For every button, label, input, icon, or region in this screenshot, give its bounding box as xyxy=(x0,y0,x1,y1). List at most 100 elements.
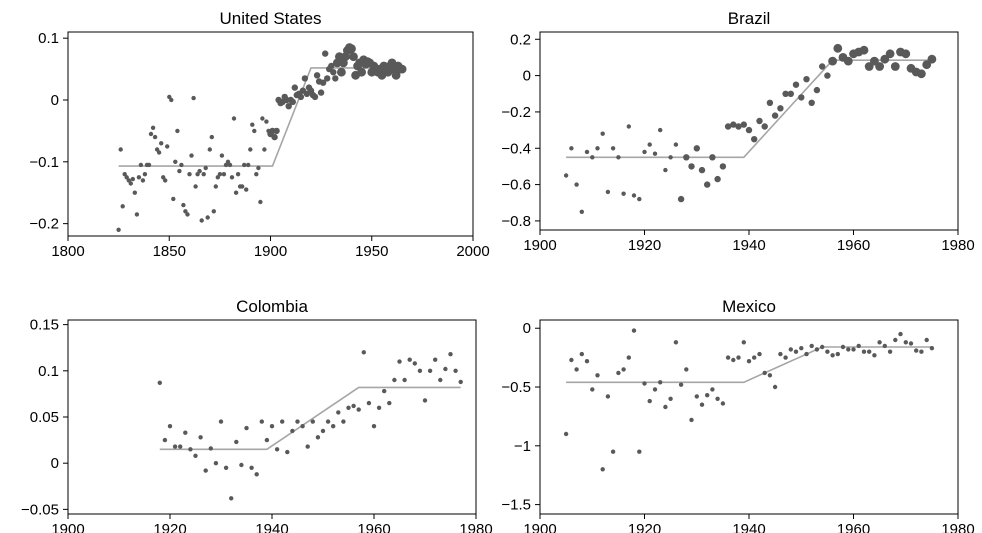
data-point xyxy=(285,449,290,455)
data-point xyxy=(448,352,453,357)
data-point xyxy=(248,147,253,152)
data-point xyxy=(652,151,658,156)
y-tick-label: −0.6 xyxy=(501,177,531,194)
data-point xyxy=(167,424,173,429)
data-point xyxy=(185,212,190,217)
data-point xyxy=(148,131,154,137)
y-tick-label: −0.2 xyxy=(29,216,59,233)
data-point xyxy=(610,146,616,151)
data-point xyxy=(746,359,752,364)
data-point xyxy=(579,209,584,214)
data-point xyxy=(146,162,152,168)
data-point xyxy=(264,119,269,124)
data-point xyxy=(777,105,784,112)
data-point xyxy=(242,162,247,168)
y-tick-label: −1.5 xyxy=(501,497,531,514)
data-point xyxy=(799,346,804,351)
data-point xyxy=(290,428,295,434)
data-point xyxy=(305,444,310,449)
panel-brazil: Brazil 1900 1920 1940 1960 1980 0.2 0 −0.2 −0.4 −0… xyxy=(501,9,974,254)
data-point xyxy=(677,195,685,203)
data-point xyxy=(407,357,412,362)
data-point xyxy=(595,146,600,151)
x-tick-label: 1900 xyxy=(523,521,556,533)
data-point xyxy=(694,394,699,399)
data-point xyxy=(600,467,605,472)
panel-united-states: United States 1800 1850 1900 1950 2000 0.1 0 −0.… xyxy=(29,9,489,260)
x-tick-label: 1800 xyxy=(51,243,84,260)
x-tick-label: 1850 xyxy=(153,243,186,260)
data-point xyxy=(199,218,204,223)
data-point xyxy=(332,75,339,82)
data-point xyxy=(191,95,196,101)
data-point xyxy=(136,175,142,180)
data-point xyxy=(262,147,267,152)
chart-title: Brazil xyxy=(728,9,771,28)
data-point xyxy=(569,146,574,151)
data-point xyxy=(820,344,825,350)
data-point xyxy=(783,355,788,360)
data-point xyxy=(828,56,837,66)
data-point xyxy=(351,403,356,409)
data-point xyxy=(875,62,884,71)
data-point xyxy=(668,155,673,160)
data-point xyxy=(887,349,893,354)
data-point xyxy=(736,355,741,360)
data-point xyxy=(256,165,261,171)
data-point xyxy=(929,346,935,351)
data-point xyxy=(229,496,234,501)
data-point xyxy=(240,184,245,189)
data-point xyxy=(313,72,321,79)
plot-frame xyxy=(67,319,477,515)
data-point xyxy=(563,431,569,437)
data-point xyxy=(658,127,663,133)
data-point xyxy=(730,121,737,128)
data-point xyxy=(371,424,377,429)
data-point xyxy=(663,404,668,410)
data-point xyxy=(787,90,794,98)
data-point xyxy=(453,368,458,373)
data-point xyxy=(756,117,763,125)
data-point xyxy=(132,190,137,195)
data-point xyxy=(903,340,908,345)
data-point xyxy=(349,52,358,62)
data-point xyxy=(745,126,753,134)
data-point xyxy=(239,462,244,468)
x-tick-label: 1950 xyxy=(355,243,388,260)
data-point xyxy=(118,147,123,152)
data-point xyxy=(328,62,335,70)
data-point xyxy=(366,400,372,406)
data-point xyxy=(258,199,263,205)
data-point xyxy=(218,419,224,424)
data-point xyxy=(590,387,595,392)
x-tick-label: 1900 xyxy=(254,243,287,260)
y-tick-label: 0 xyxy=(523,68,531,85)
data-point xyxy=(647,398,652,404)
data-point xyxy=(193,184,198,189)
data-point xyxy=(361,350,366,355)
x-tick-label: 1940 xyxy=(255,521,288,533)
data-point xyxy=(741,340,746,345)
data-point xyxy=(673,142,679,147)
data-point xyxy=(590,155,595,160)
data-point xyxy=(605,189,611,195)
data-point xyxy=(584,149,590,155)
data-point xyxy=(165,144,170,149)
data-point xyxy=(392,377,397,383)
data-point xyxy=(824,72,831,79)
data-point xyxy=(156,150,162,155)
data-point xyxy=(215,175,220,180)
data-point xyxy=(631,193,637,198)
data-point xyxy=(778,351,783,357)
chart-title: Colombia xyxy=(236,297,308,316)
data-point xyxy=(880,54,890,64)
data-point xyxy=(835,351,840,357)
data-point xyxy=(626,124,631,129)
data-point xyxy=(130,176,135,182)
data-point xyxy=(882,343,887,349)
data-point xyxy=(177,168,182,174)
data-point xyxy=(584,359,590,364)
data-point xyxy=(179,162,184,168)
data-point xyxy=(157,380,162,385)
data-point xyxy=(719,163,727,170)
